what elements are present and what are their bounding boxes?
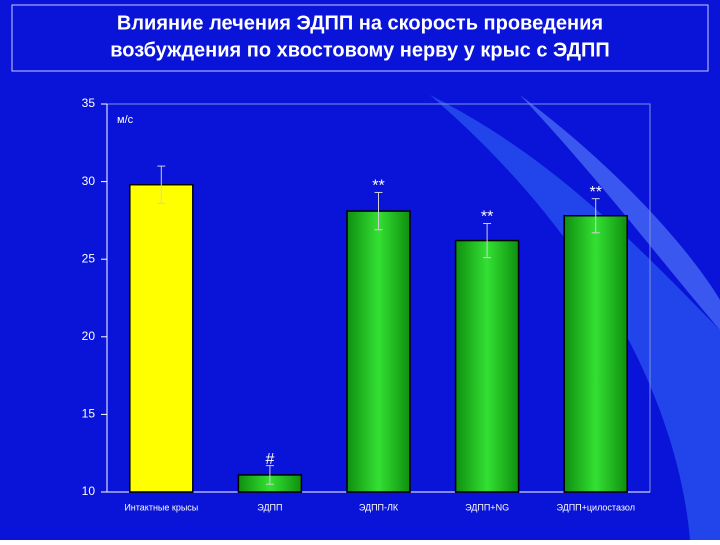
bar <box>129 183 194 493</box>
chart-title: возбуждения по хвостовому нерву у крыс с… <box>110 39 609 61</box>
error-bar <box>591 198 600 234</box>
annotation: ** <box>372 178 384 195</box>
y-tick-label: 25 <box>82 251 96 265</box>
y-tick-label: 15 <box>82 407 96 421</box>
title-box <box>11 4 709 72</box>
error-bar <box>265 465 274 485</box>
y-unit-label: м/с <box>117 114 134 126</box>
annotation: ** <box>589 184 601 201</box>
swoosh <box>430 95 720 540</box>
y-tick-label: 35 <box>82 96 96 110</box>
chart-title: Влияние лечения ЭДПП на скорость проведе… <box>117 12 603 34</box>
bar <box>454 239 520 493</box>
x-tick-label: Интактные крысы <box>124 502 198 512</box>
x-tick-label: ЭДПП-ЛК <box>359 502 399 512</box>
error-bar <box>483 223 492 259</box>
annotation: # <box>265 451 274 468</box>
x-tick-label: ЭДПП <box>257 502 282 512</box>
error-bar <box>374 191 383 231</box>
annotation: ** <box>481 209 493 226</box>
x-tick-label: ЭДПП+NG <box>465 502 509 512</box>
x-tick-label: ЭДПП+цилостазол <box>556 502 635 512</box>
y-tick-label: 30 <box>82 174 96 188</box>
bar <box>346 210 411 493</box>
bar <box>563 214 628 493</box>
y-tick-label: 10 <box>82 484 96 498</box>
y-tick-label: 20 <box>82 329 96 343</box>
error-bar <box>157 165 166 204</box>
